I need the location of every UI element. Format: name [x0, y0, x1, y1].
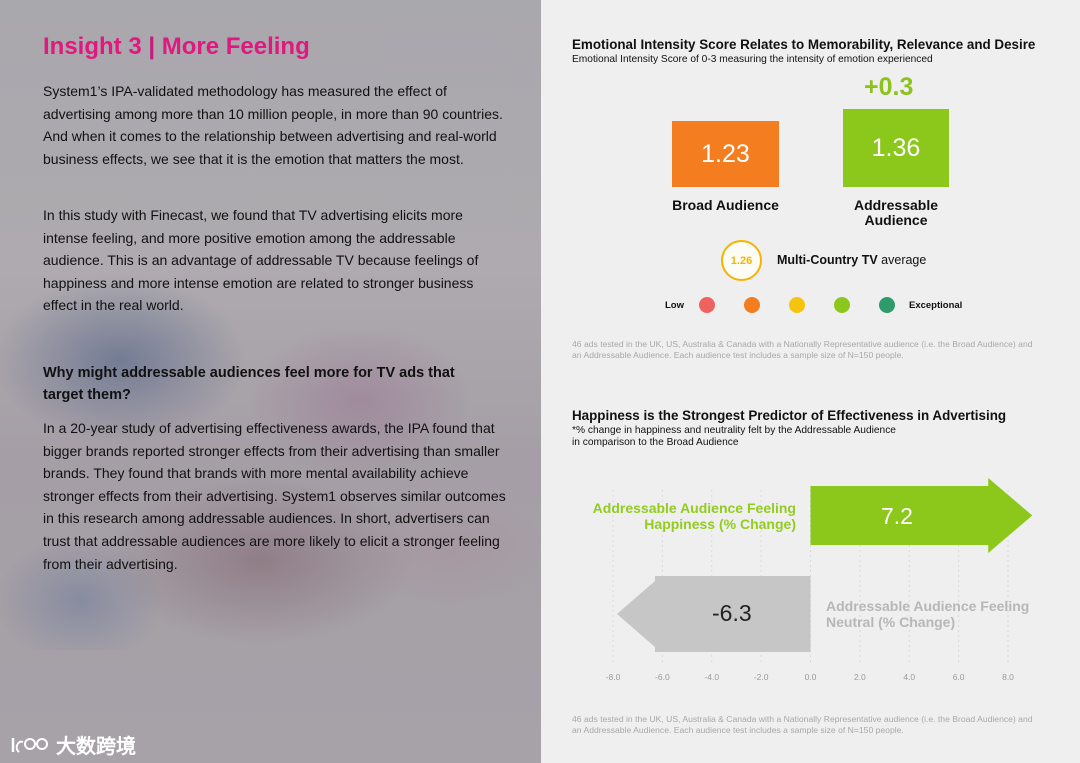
scale-dot-orange [744, 297, 760, 313]
average-label: Multi-Country TV average [777, 253, 926, 267]
scale-dot-red [699, 297, 715, 313]
chart2-title: Happiness is the Strongest Predictor of … [572, 408, 1007, 423]
average-label-rest: average [877, 253, 927, 267]
paragraph-1: System1’s IPA-validated methodology has … [43, 83, 503, 167]
insight-title: Insight 3 | More Feeling [43, 33, 310, 61]
background-photo [0, 130, 541, 650]
x-tick-label: -6.0 [655, 672, 670, 682]
bar-broad-audience: 1.23 [672, 121, 779, 187]
label-neutral: Addressable Audience Feeling Neutral (% … [826, 598, 1030, 630]
x-tick-label: 4.0 [903, 672, 916, 682]
delta-annotation: +0.3 [864, 73, 914, 101]
value-neutral: -6.3 [712, 600, 752, 626]
average-label-bold: Multi-Country TV [777, 253, 878, 267]
bar-broad-value: 1.23 [701, 139, 750, 168]
x-tick-label: 6.0 [952, 672, 965, 682]
paragraph-3: In a 20-year study of advertising effect… [43, 420, 506, 572]
logo-icon [11, 737, 48, 753]
chart1-footnote: 46 ads tested in the UK, US, Australia &… [572, 339, 1033, 360]
right-panel: Emotional Intensity Score Relates to Mem… [541, 0, 1080, 763]
scale-low-label: Low [665, 300, 684, 311]
scale-dot-lightgreen [834, 297, 850, 313]
chart2-subtitle-1: *% change in happiness and neutrality fe… [572, 425, 896, 436]
paragraph-2: In this study with Finecast, we found th… [43, 207, 479, 314]
chart1-subtitle: Emotional Intensity Score of 0-3 measuri… [572, 54, 933, 65]
insight-number: Insight 3 [43, 33, 142, 60]
label-happiness: Addressable Audience Feeling Happiness (… [592, 500, 796, 532]
x-tick-label: -8.0 [605, 672, 621, 682]
x-tick-label: 0.0 [804, 672, 817, 682]
scale-dot-darkgreen [879, 297, 895, 313]
chart2-plot [612, 478, 1033, 665]
logo-text: 大数跨境 [56, 736, 136, 758]
chart2-subtitle-2: in comparison to the Broad Audience [572, 437, 739, 448]
value-happiness: 7.2 [881, 503, 913, 529]
category-label-addressable: Addressable Audience [853, 197, 939, 228]
average-badge: 1.26 [721, 240, 762, 281]
watermark-logo: 大数跨境 [10, 730, 136, 759]
question-subhead: Why might addressable audiences feel mor… [43, 365, 455, 403]
category-label-broad: Broad Audience [672, 197, 779, 213]
scale-dot-yellow [789, 297, 805, 313]
x-tick-label: -2.0 [753, 672, 769, 682]
scale-high-label: Exceptional [909, 300, 963, 311]
bar-addressable-audience: 1.36 [843, 109, 949, 187]
x-tick-label: 8.0 [1002, 672, 1014, 682]
x-tick-label: -4.0 [704, 672, 720, 682]
arrow-bar-happiness [810, 478, 1033, 553]
title-separator: | [141, 33, 162, 60]
chart2-footnote: 46 ads tested in the UK, US, Australia &… [572, 714, 1033, 735]
chart1-title: Emotional Intensity Score Relates to Mem… [572, 37, 1036, 52]
arrow-bar-neutral [616, 576, 811, 652]
bar-addressable-value: 1.36 [871, 133, 921, 162]
left-panel: Insight 3 | More Feeling System1’s IPA-v… [0, 0, 541, 763]
insight-heading: More Feeling [161, 33, 310, 60]
x-tick-label: 2.0 [853, 672, 866, 682]
